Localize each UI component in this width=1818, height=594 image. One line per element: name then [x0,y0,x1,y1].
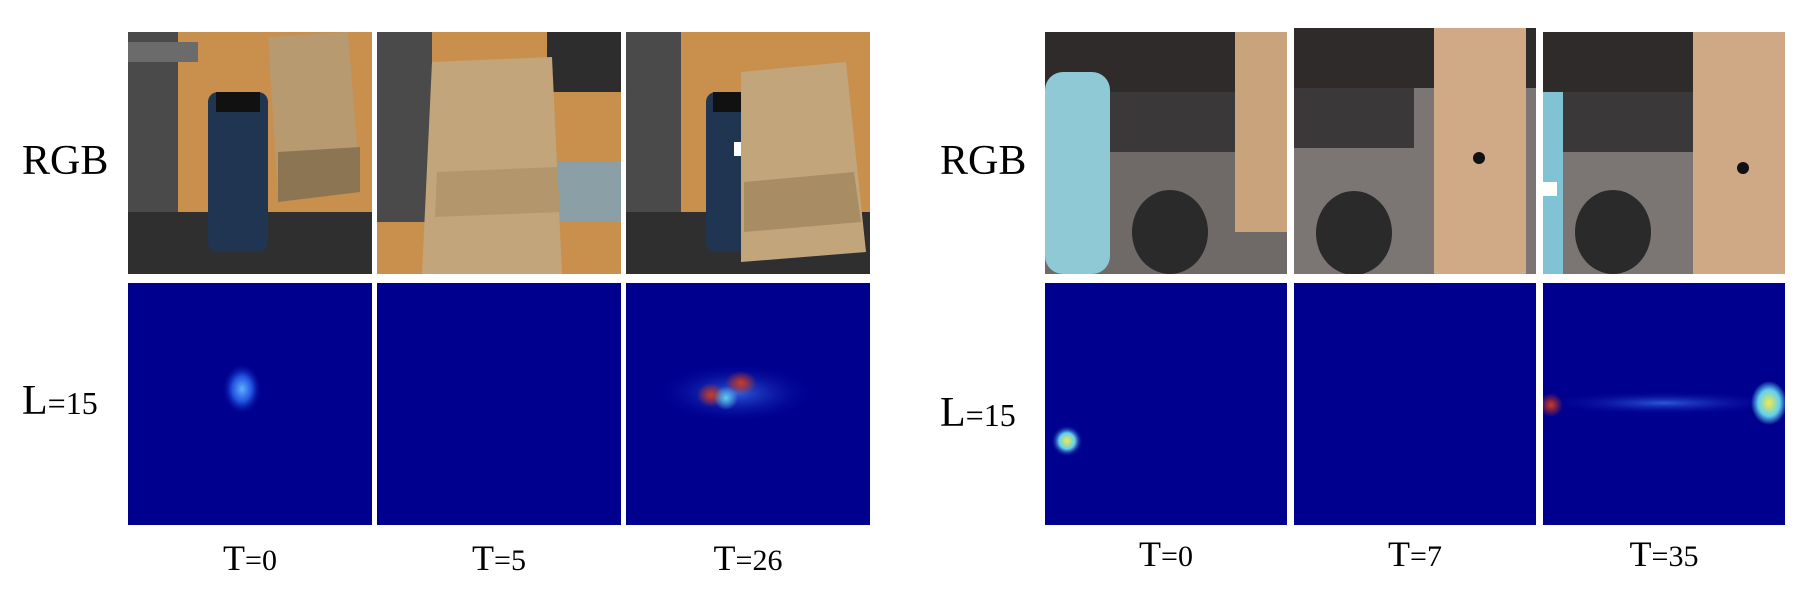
l-row-label: L=15 [22,378,98,424]
time-label-t35: T=35 [1629,534,1699,574]
rgb-image-t0-bottle-bag [128,32,372,274]
heatmap-t35 [1543,283,1785,525]
heatmap-t0 [1045,283,1287,525]
time-label-t0: T=0 [1139,534,1193,574]
heatmap-t26 [626,283,870,525]
time-label-t0: T=0 [223,538,277,578]
rgb-image-t0-desk-bottle [1045,32,1287,274]
rgb-image-t35-box-bottle [1543,32,1785,274]
time-label-t5: T=5 [472,538,526,578]
time-label-t26: T=26 [713,538,783,578]
l-row-label: L=15 [940,390,1016,436]
time-label-t7: T=7 [1388,534,1442,574]
rgb-row-label: RGB [940,138,1027,184]
rgb-image-t26-bottle-occluded [626,32,870,274]
heatmap-t7 [1294,283,1536,525]
heatmap-t0 [128,283,372,525]
heatmap-t5 [377,283,621,525]
rgb-row-label: RGB [22,138,109,184]
rgb-image-t5-bag [377,32,621,274]
rgb-image-t7-box [1294,28,1536,274]
